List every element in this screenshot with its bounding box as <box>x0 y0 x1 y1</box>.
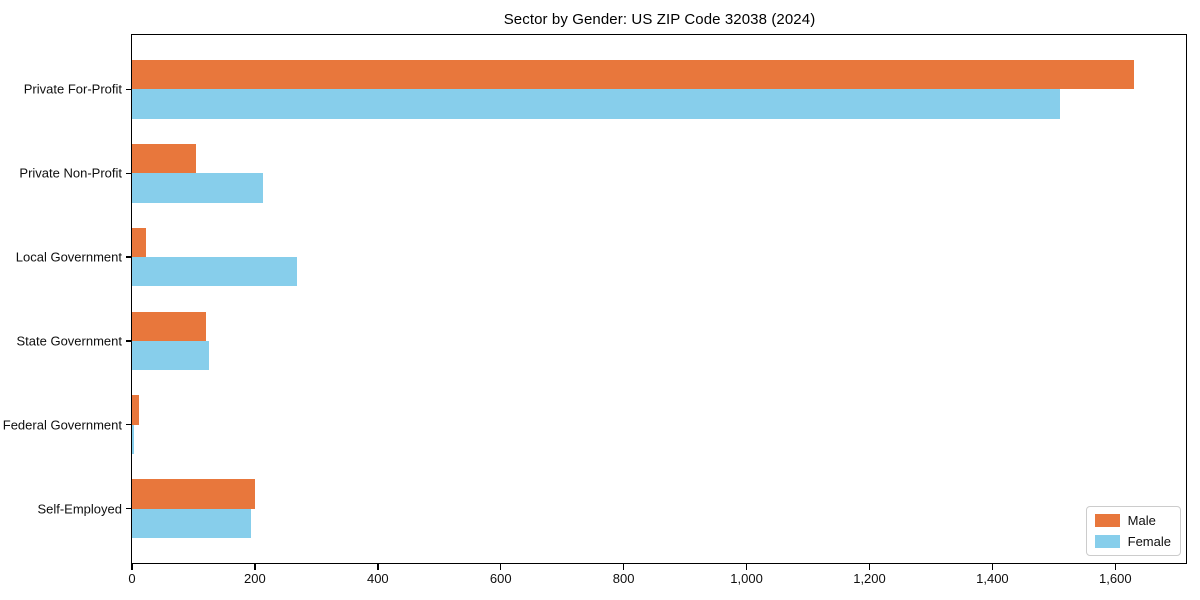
legend-swatch-male <box>1094 514 1120 527</box>
x-tick <box>377 563 379 570</box>
bar-male-2 <box>132 143 196 174</box>
y-tick-label: Self-Employed <box>37 501 122 517</box>
x-tick <box>622 563 625 570</box>
x-tick-label: 400 <box>366 571 389 586</box>
bar-female-5 <box>132 424 134 455</box>
legend-label-female: Female <box>1127 534 1171 549</box>
y-tick <box>125 88 132 91</box>
bar-male-6 <box>132 479 255 509</box>
legend-item-male: Male <box>1094 513 1171 528</box>
x-tick-label: 800 <box>612 571 635 586</box>
x-tick-label: 200 <box>244 571 266 586</box>
x-tick <box>499 563 502 570</box>
bar-female-3 <box>132 257 297 287</box>
legend-item-female: Female <box>1094 534 1171 549</box>
y-tick <box>125 507 132 510</box>
y-tick-label: Federal Government <box>2 417 122 433</box>
y-tick <box>125 256 132 258</box>
x-tick <box>254 563 256 570</box>
bar-male-1 <box>132 60 1134 90</box>
x-tick <box>991 563 994 570</box>
bar-female-4 <box>132 340 209 371</box>
plot-area: Male Female Private For-Profit Private No… <box>3 34 1187 585</box>
y-tick-label: Local Government <box>15 249 122 265</box>
x-tick-label: 1,000 <box>730 571 763 586</box>
bar-male-3 <box>132 227 147 258</box>
x-tick <box>131 563 133 570</box>
x-tick <box>868 563 871 570</box>
y-tick-label: Private Non-Profit <box>19 165 122 181</box>
y-tick <box>125 423 132 426</box>
y-tick <box>125 172 132 175</box>
bar-female-2 <box>132 173 263 203</box>
legend-swatch-female <box>1094 535 1120 548</box>
x-tick <box>745 563 748 570</box>
bar-female-1 <box>132 89 1060 119</box>
y-tick <box>125 340 132 342</box>
x-tick-label: 0 <box>128 571 136 586</box>
y-tick-label: State Government <box>16 333 123 349</box>
legend: Male Female <box>1085 506 1181 556</box>
x-tick <box>1114 563 1117 570</box>
bar-male-5 <box>132 395 139 425</box>
x-tick-label: 600 <box>489 571 512 586</box>
bar-female-6 <box>132 508 251 538</box>
x-tick-label: 1,600 <box>1099 571 1132 586</box>
chart-title: Sector by Gender: US ZIP Code 32038 (202… <box>503 11 816 28</box>
y-tick-label: Private For-Profit <box>23 81 122 97</box>
legend-label-male: Male <box>1127 513 1156 528</box>
x-tick-label: 1,200 <box>853 571 886 586</box>
bar-male-4 <box>132 311 206 341</box>
x-tick-label: 1,400 <box>976 571 1009 586</box>
